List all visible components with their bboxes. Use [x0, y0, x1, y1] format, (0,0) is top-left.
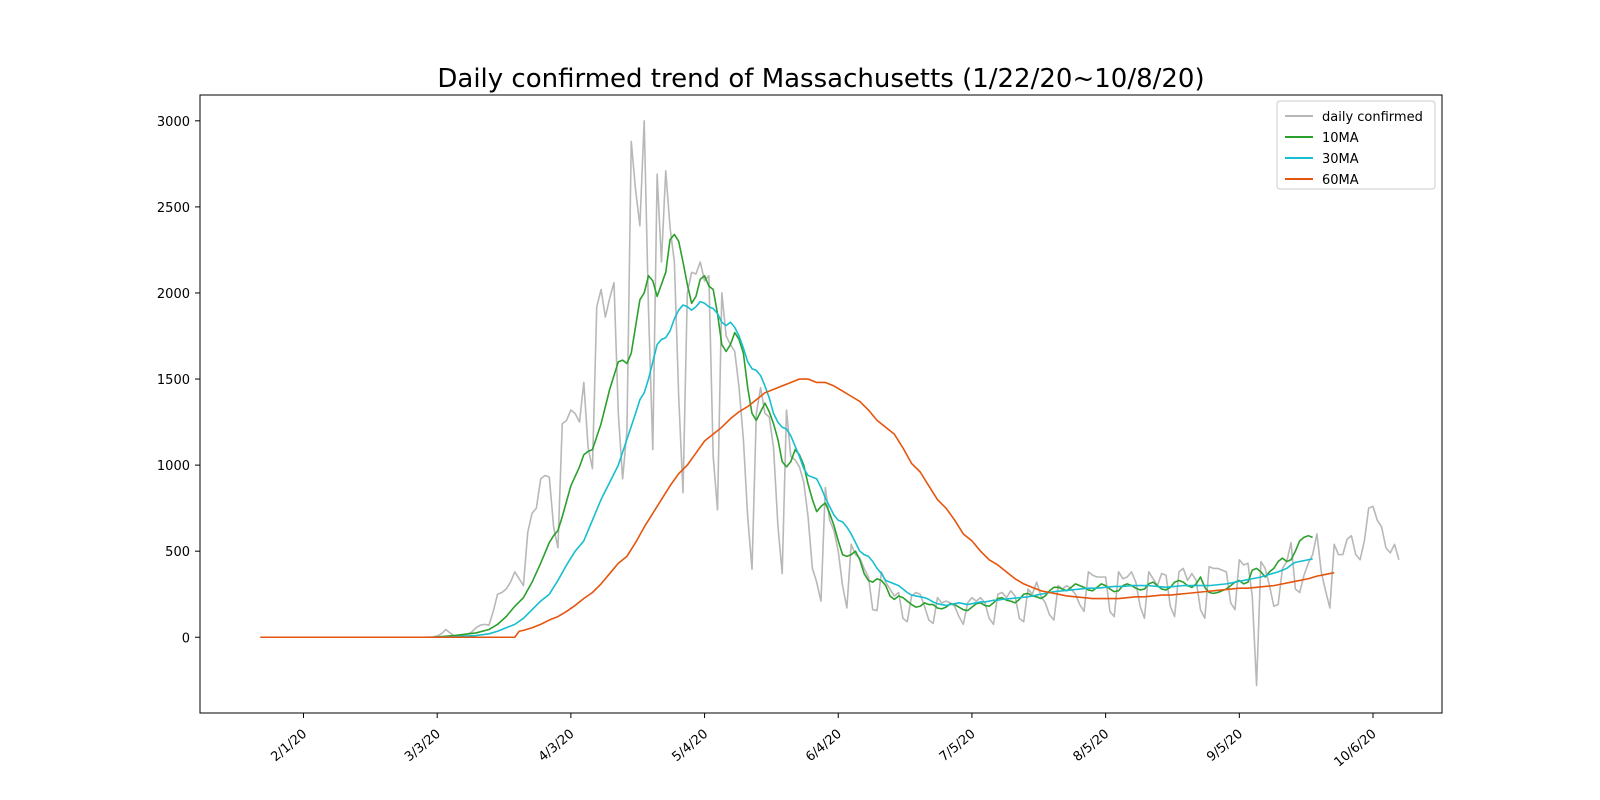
y-tick-label: 500 [165, 545, 190, 560]
y-tick-label: 1000 [157, 459, 190, 474]
x-tick-label: 4/3/20 [536, 727, 578, 765]
x-tick-label: 6/4/20 [803, 727, 845, 765]
y-tick-label: 2500 [157, 201, 190, 216]
x-tick-label: 3/3/20 [402, 727, 444, 765]
legend-label: daily confirmed [1322, 110, 1423, 125]
series-line-10ma [260, 233, 1313, 639]
legend-label: 30MA [1322, 152, 1359, 167]
x-tick-label: 8/5/20 [1071, 727, 1113, 765]
x-tick-label: 9/5/20 [1204, 727, 1246, 765]
y-tick-label: 3000 [157, 115, 190, 130]
legend-label: 10MA [1322, 131, 1359, 146]
y-axis: 0 500 1000 1500 2000 2500 3000 [157, 115, 200, 646]
axes-frame [199, 94, 1443, 714]
x-axis: 2/1/20 3/3/20 4/3/20 5/4/20 6/4/20 7/5/20 8/5/… [268, 713, 1380, 771]
x-tick-label: 5/4/20 [669, 727, 711, 765]
y-tick-label: 2000 [157, 287, 190, 302]
series-line-30ma [260, 300, 1313, 639]
legend-box [1276, 100, 1436, 190]
legend: daily confirmed 10MA 30MA 60MA [1276, 100, 1436, 190]
chart-title: Daily confirmed trend of Massachusetts (… [437, 64, 1204, 94]
series-line-daily-confirmed [260, 120, 1400, 687]
x-tick-label: 10/6/20 [1332, 727, 1380, 771]
plot-area [260, 120, 1400, 687]
x-tick-label: 7/5/20 [937, 727, 979, 765]
series-line-60ma [260, 378, 1335, 639]
y-tick-label: 0 [182, 631, 190, 646]
y-tick-label: 1500 [157, 373, 190, 388]
x-tick-label: 2/1/20 [268, 727, 310, 765]
legend-label: 60MA [1322, 173, 1359, 188]
